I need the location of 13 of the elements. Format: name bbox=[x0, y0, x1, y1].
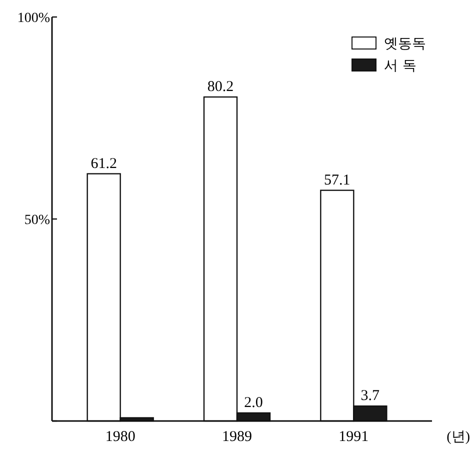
x-tick-label: 1980 bbox=[105, 429, 136, 445]
x-tick-label: 1991 bbox=[338, 429, 369, 445]
data-label: 2.0 bbox=[244, 394, 263, 411]
data-label: 57.1 bbox=[324, 172, 350, 188]
legend-label: 옛동독 bbox=[384, 36, 426, 52]
y-tick-label: 50% bbox=[24, 213, 50, 228]
legend-label: 서 독 bbox=[384, 58, 416, 74]
data-label: 80.2 bbox=[207, 78, 234, 95]
y-tick-label: 100% bbox=[17, 11, 50, 26]
data-label: 61.2 bbox=[90, 156, 117, 172]
x-axis-title: (년) bbox=[446, 430, 470, 445]
data-label: 3.7 bbox=[360, 388, 380, 404]
x-tick-label: 1989 bbox=[222, 429, 252, 445]
